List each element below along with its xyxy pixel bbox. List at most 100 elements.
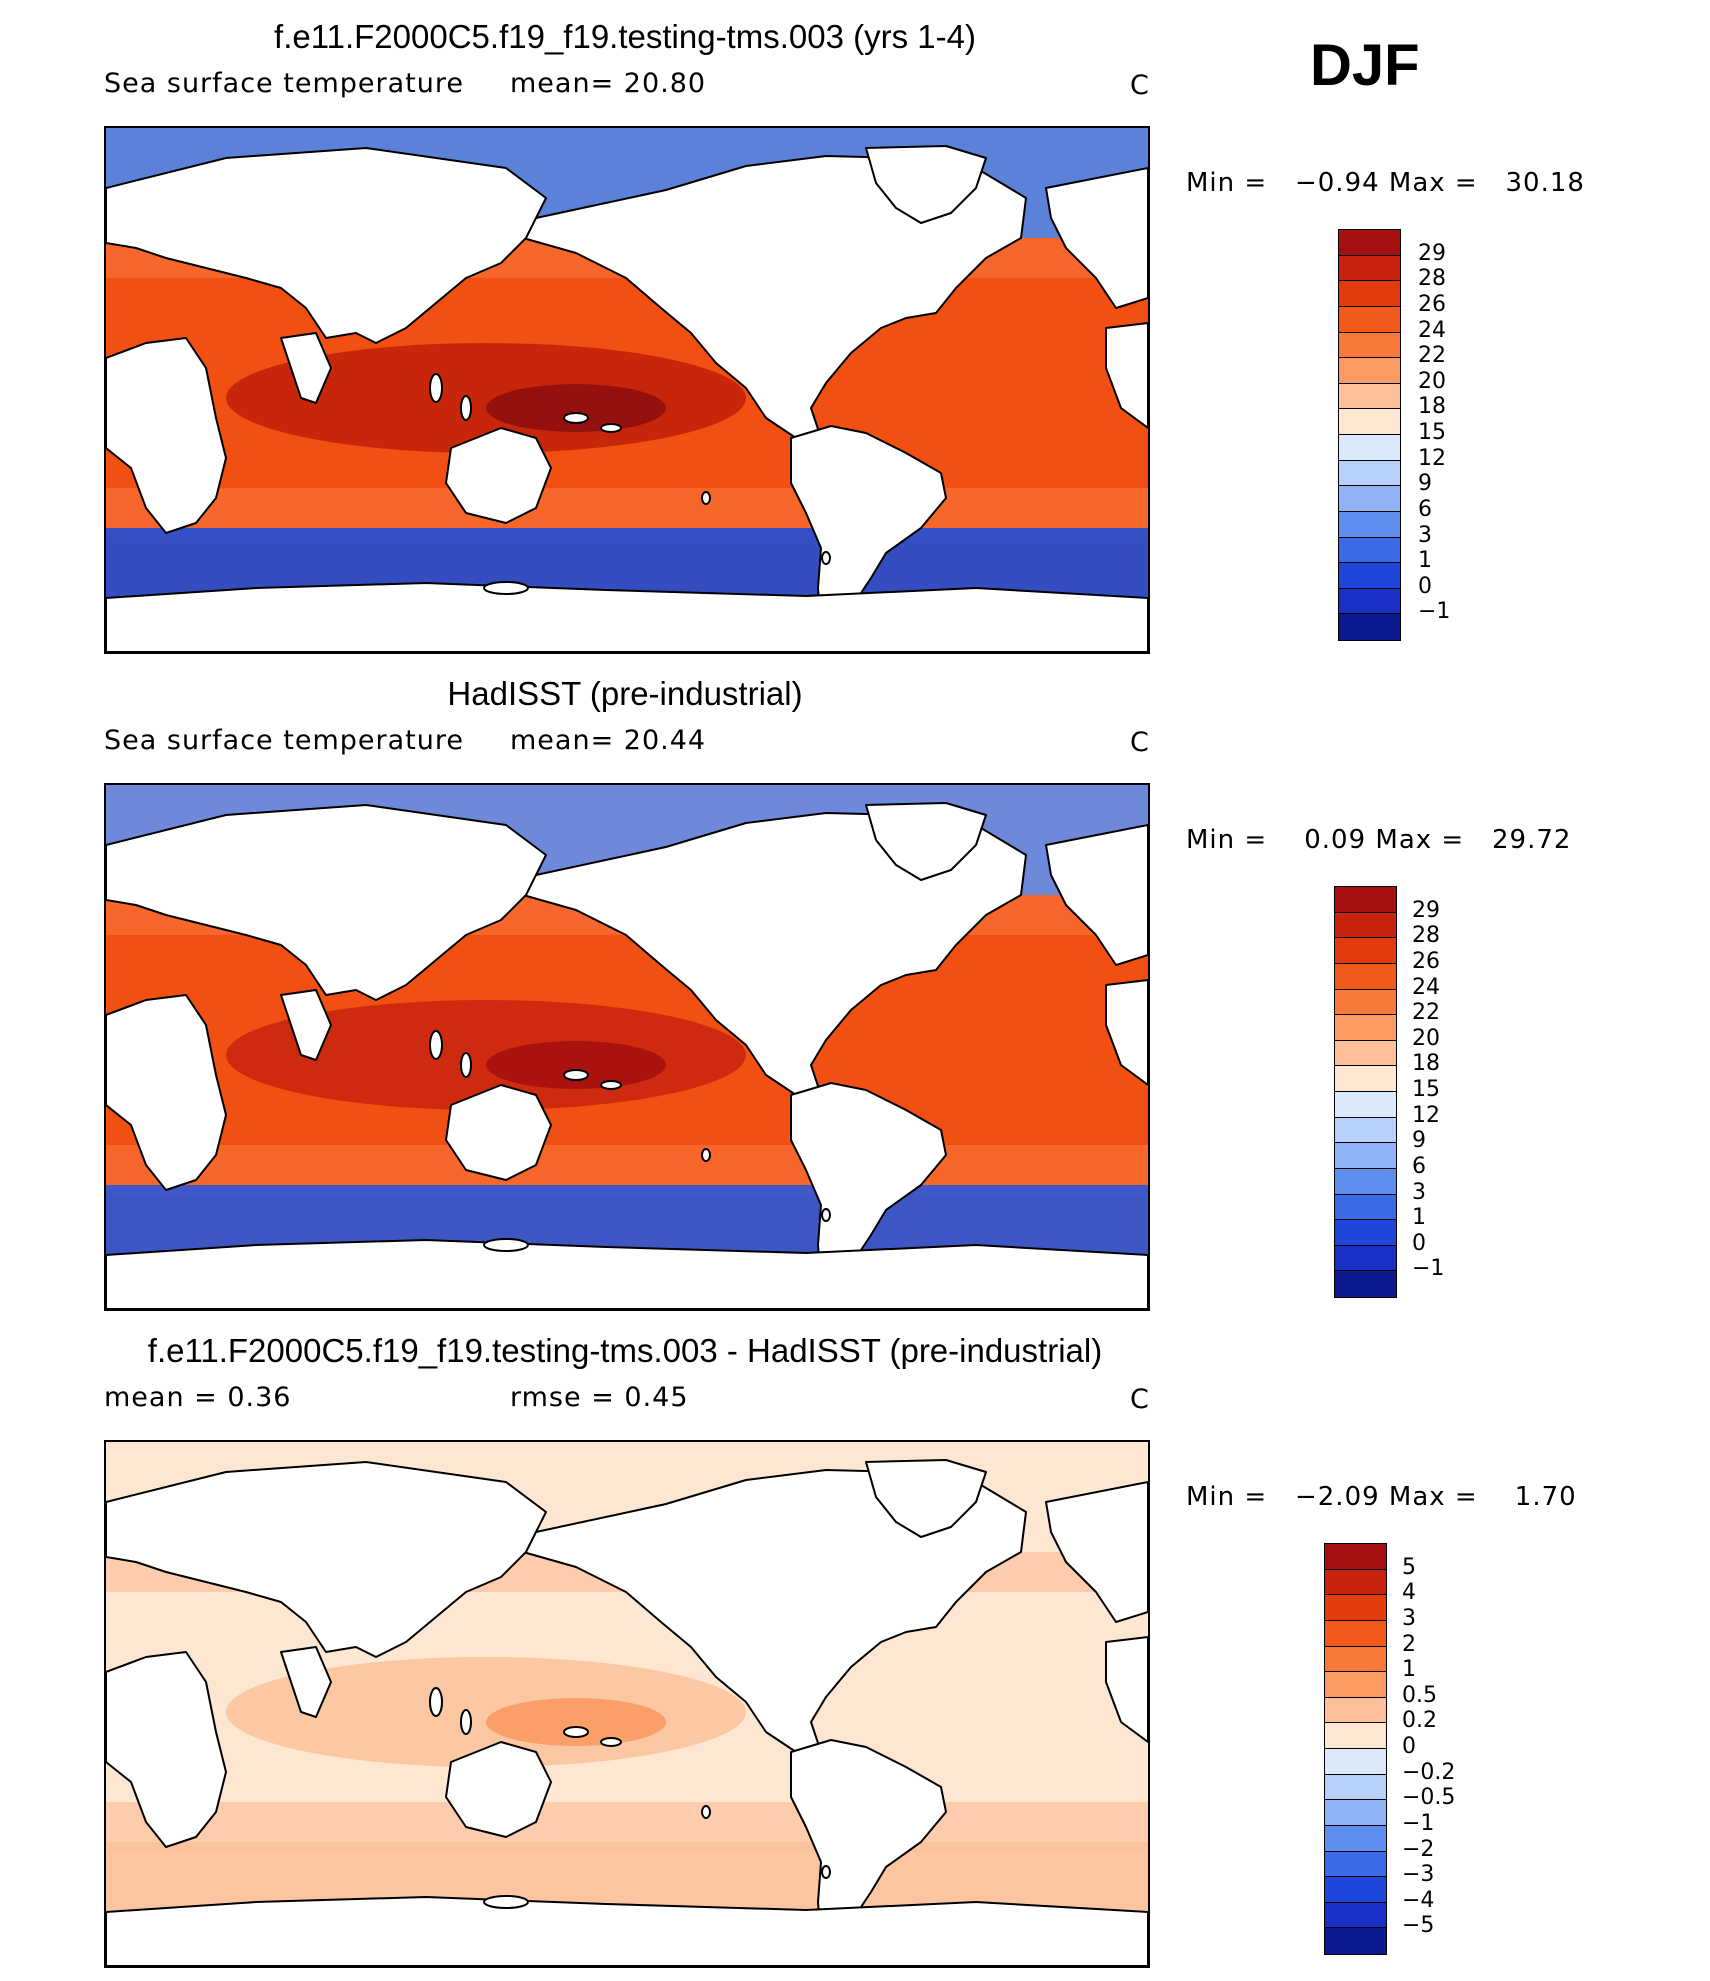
colorbar-tick-label: 0 bbox=[1412, 1230, 1426, 1256]
colorbar-swatch bbox=[1335, 1220, 1396, 1246]
variable-label: Sea surface temperature bbox=[104, 68, 464, 99]
land-outline bbox=[1045, 167, 1148, 309]
colorbar-tick-label: 12 bbox=[1418, 445, 1446, 471]
colorbar-tick-label: 0.5 bbox=[1402, 1682, 1437, 1708]
colorbar-tick-label: 29 bbox=[1418, 240, 1446, 266]
colorbar-swatch bbox=[1339, 588, 1400, 615]
colorbar-tick-label: 0.2 bbox=[1402, 1708, 1437, 1734]
island-outline bbox=[460, 1709, 472, 1735]
colorbar-tick-label: 1 bbox=[1418, 548, 1432, 574]
colorbar-swatch bbox=[1339, 460, 1400, 487]
colorbar-swatch bbox=[1325, 1851, 1386, 1878]
panel-title: f.e11.F2000C5.f19_f19.testing-tms.003 - … bbox=[147, 1332, 1103, 1369]
season-label: DJF bbox=[1310, 33, 1420, 98]
sst-map bbox=[104, 783, 1150, 1311]
island-outline bbox=[460, 395, 472, 421]
colorbar-swatch bbox=[1335, 1143, 1396, 1169]
island-outline bbox=[600, 423, 622, 433]
colorbar-tick-label: 5 bbox=[1402, 1554, 1416, 1580]
colorbar-swatch bbox=[1325, 1569, 1386, 1596]
mean-stat: mean= 20.44 bbox=[510, 725, 707, 756]
colorbar-swatch bbox=[1339, 255, 1400, 282]
warm-pool-core bbox=[486, 384, 666, 432]
land-outline bbox=[106, 1239, 1148, 1309]
island-outline bbox=[821, 1865, 831, 1879]
island-outline bbox=[483, 1895, 529, 1909]
colorbar-swatch bbox=[1339, 306, 1400, 333]
colorbar-tick-label: 2 bbox=[1402, 1631, 1416, 1657]
colorbar-swatch bbox=[1339, 332, 1400, 359]
colorbar-swatch bbox=[1335, 887, 1396, 913]
land-outline bbox=[106, 1651, 227, 1848]
colorbar-tick-label: 9 bbox=[1418, 471, 1432, 497]
colorbar-swatch bbox=[1335, 912, 1396, 939]
colorbar-tick-label: 15 bbox=[1418, 420, 1446, 445]
island-outline bbox=[821, 551, 831, 565]
colorbar-swatch bbox=[1325, 1774, 1386, 1801]
colorbar-swatch bbox=[1339, 435, 1400, 461]
colorbar-tick-label: 20 bbox=[1412, 1025, 1440, 1051]
colorbar-tick-label: 6 bbox=[1418, 496, 1432, 522]
colorbar-swatch bbox=[1339, 358, 1400, 384]
mean-stat: mean= 20.80 bbox=[510, 68, 707, 99]
colorbar-swatch bbox=[1339, 511, 1400, 538]
colorbar-tick-label: 18 bbox=[1418, 394, 1446, 420]
colorbar-swatch bbox=[1339, 486, 1400, 512]
colorbar-swatch bbox=[1335, 989, 1396, 1016]
colorbar-tick-label: 28 bbox=[1412, 923, 1440, 949]
colorbar-swatch bbox=[1325, 1800, 1386, 1826]
colorbar-tick-label: −4 bbox=[1402, 1887, 1435, 1913]
colorbar-tick-label: −1 bbox=[1418, 599, 1451, 625]
island-outline bbox=[483, 1238, 529, 1252]
land-outline bbox=[790, 1739, 947, 1955]
colorbar bbox=[1324, 1543, 1387, 1955]
colorbar-tick-label: 0 bbox=[1402, 1734, 1416, 1759]
colorbar-tick-label: 6 bbox=[1412, 1153, 1426, 1179]
colorbar-tick-label: −1 bbox=[1412, 1256, 1445, 1282]
sst-map bbox=[104, 126, 1150, 654]
colorbar-swatch bbox=[1339, 563, 1400, 589]
island-outline bbox=[701, 1805, 711, 1819]
panel-title: HadISST (pre-industrial) bbox=[447, 675, 803, 712]
land-outline bbox=[445, 1741, 552, 1838]
land-outline bbox=[790, 1082, 947, 1298]
colorbar-swatch bbox=[1335, 1245, 1396, 1272]
land-outline bbox=[865, 1459, 987, 1538]
island-outline bbox=[701, 1148, 711, 1162]
colorbar-tick-label: 20 bbox=[1418, 368, 1446, 394]
colorbar-swatch bbox=[1325, 1825, 1386, 1852]
land-outline bbox=[1045, 824, 1148, 966]
units-label: C bbox=[1130, 1384, 1149, 1415]
units-label: C bbox=[1130, 70, 1149, 101]
units-label: C bbox=[1130, 727, 1149, 758]
island-outline bbox=[429, 1687, 443, 1717]
colorbar-swatch bbox=[1325, 1723, 1386, 1749]
colorbar-swatch bbox=[1339, 383, 1400, 410]
colorbar-swatch bbox=[1335, 1092, 1396, 1118]
colorbar-swatch bbox=[1339, 230, 1400, 256]
land-outline bbox=[106, 804, 547, 1001]
mean-stat: mean = 0.36 bbox=[104, 1382, 292, 1413]
colorbar-tick-label: 18 bbox=[1412, 1051, 1440, 1077]
colorbar-tick-label: 24 bbox=[1418, 317, 1446, 343]
colorbar-tick-label: −2 bbox=[1402, 1836, 1435, 1862]
sst-difference-map bbox=[104, 1440, 1150, 1968]
land-outline bbox=[1105, 1636, 1148, 1743]
land-outline bbox=[106, 147, 547, 344]
island-outline bbox=[460, 1052, 472, 1078]
colorbar-tick-label: 3 bbox=[1412, 1179, 1426, 1205]
colorbar-swatch bbox=[1325, 1697, 1386, 1724]
panel-title: f.e11.F2000C5.f19_f19.testing-tms.003 (y… bbox=[274, 18, 976, 55]
land-outline bbox=[106, 582, 1148, 652]
colorbar-swatch bbox=[1325, 1902, 1386, 1929]
colorbar-swatch bbox=[1335, 1168, 1396, 1195]
colorbar-swatch bbox=[1335, 963, 1396, 990]
land-outline bbox=[106, 994, 227, 1191]
island-outline bbox=[429, 1030, 443, 1060]
colorbar-tick-label: 3 bbox=[1418, 522, 1432, 548]
colorbar-tick-label: −5 bbox=[1402, 1913, 1435, 1939]
island-outline bbox=[563, 1726, 589, 1738]
land-outline bbox=[106, 1896, 1148, 1966]
land-outline bbox=[1105, 322, 1148, 429]
min-max-label: Min = −0.94 Max = 30.18 bbox=[1186, 168, 1585, 198]
